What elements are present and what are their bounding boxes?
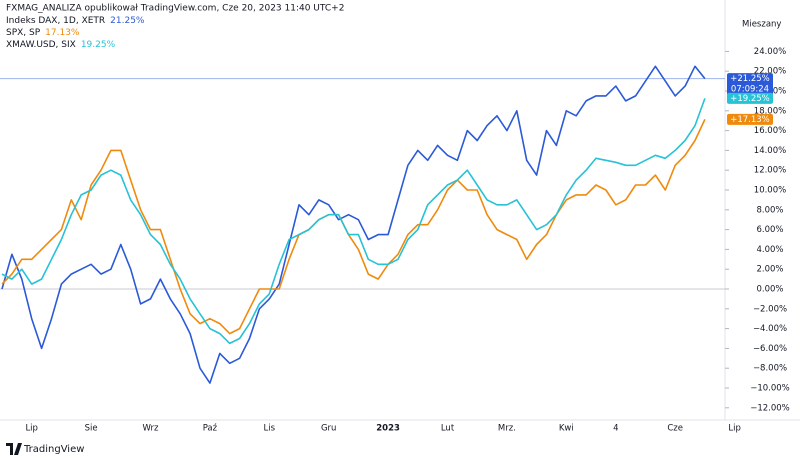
y-tick-label: 24.00% [754,47,786,57]
y-tick-label: 14.00% [754,146,786,156]
brand: TradingView [23,444,84,455]
y-tick-label: −10.00% [750,384,790,394]
price-label-box [727,73,773,96]
legend-value: 21.25% [110,16,145,26]
x-tick-label: Kwi [559,424,574,434]
countdown: 07:09:24 [731,85,769,95]
x-tick-label: Lip [728,424,741,434]
x-tick-label: Wrz [143,424,160,434]
y-tick-label: −6.00% [753,344,787,354]
price-label: +19.25% [730,94,770,104]
y-tick-label: −12.00% [750,403,790,413]
y-tick-label: 0.00% [756,285,783,295]
y-tick-label: 6.00% [756,225,783,235]
y-tick-label: 8.00% [756,205,783,215]
x-tick-label: Lip [25,424,38,434]
y-tick-label: 12.00% [754,166,786,176]
scale-label: Mieszany [742,20,781,30]
legend-value: 17.13% [45,28,80,38]
legend-entry: Indeks DAX, 1D, XETR 21.25% [6,16,145,26]
x-tick-label: Lut [441,424,455,434]
x-tick-label: Lis [264,424,276,434]
x-tick-label: Sie [85,424,98,434]
legend-name: Indeks DAX, 1D, XETR [6,16,105,26]
legend-name: XMAW.USD, SIX [6,40,76,50]
y-tick-label: 10.00% [754,186,786,196]
series-line [1,119,706,335]
price-label-box [727,113,773,125]
x-tick-label: Gru [321,424,336,434]
legend-entry: XMAW.USD, SIX 19.25% [6,40,116,50]
y-tick-label: −2.00% [753,304,787,314]
y-tick-label: 4.00% [756,245,783,255]
y-tick-label: 16.00% [754,126,786,136]
x-tick-label: Mrz. [498,424,516,434]
legend-entry: SPX, SP 17.13% [6,28,80,38]
y-tick-label: 2.00% [756,265,783,275]
series-line [1,98,706,345]
y-tick-label: −8.00% [753,364,787,374]
legend-name: SPX, SP [6,28,41,38]
x-tick-label: Cze [667,424,683,434]
price-label: +21.25% [730,74,770,84]
price-label: +17.13% [730,115,770,125]
brand-logo [6,443,22,455]
y-tick-label: 22.00% [754,67,786,77]
x-tick-label: 2023 [376,424,400,434]
y-tick-label: 18.00% [754,106,786,116]
price-label-box [727,92,773,104]
y-tick-label: −4.00% [753,324,787,334]
x-tick-label: Paź [203,424,218,434]
header: FXMAG_ANALIZA opublikował TradingView.co… [6,4,344,14]
series-line [1,65,706,384]
legend-value: 19.25% [81,40,116,50]
x-tick-label: 4 [613,424,618,434]
